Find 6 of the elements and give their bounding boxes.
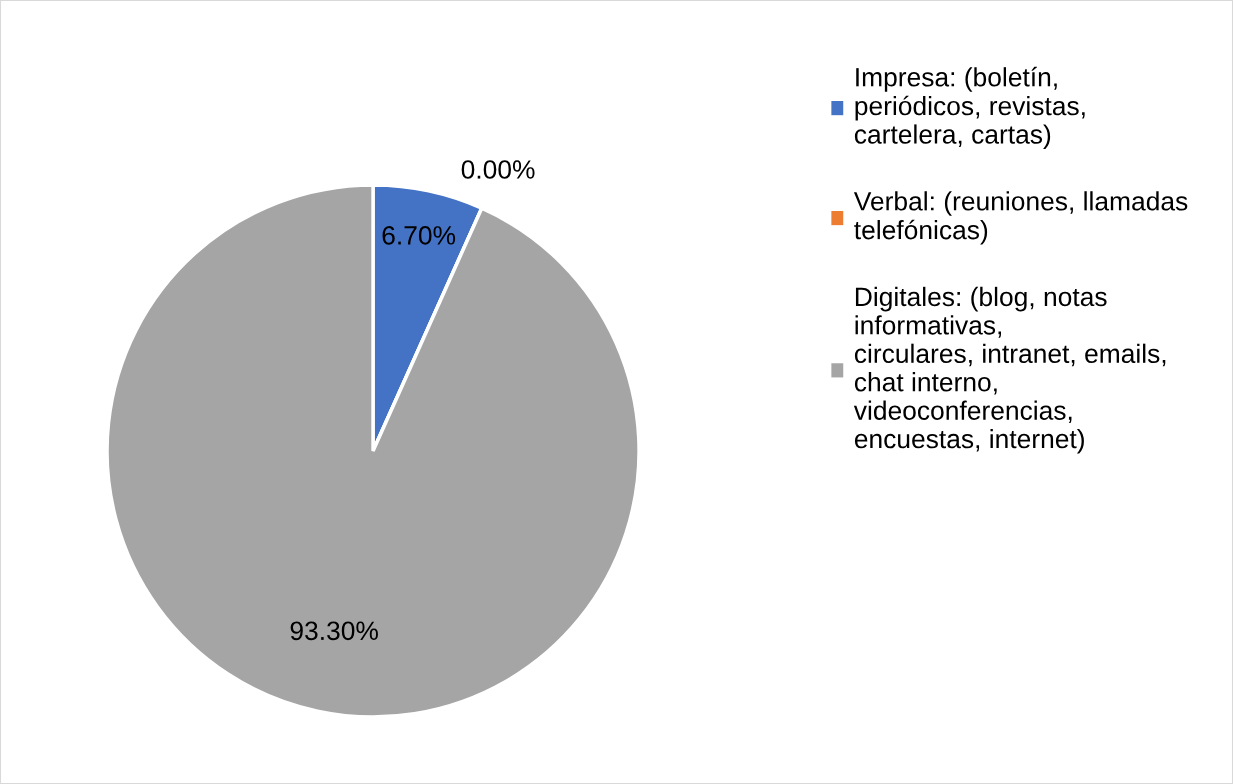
legend-label: Verbal: (reuniones, llamadas telefónicas) bbox=[853, 191, 1188, 245]
legend-label: Digitales: (blog, notas informativas, circulares, intranet, emails, chat interno, videoconferencias, encuestas, internet) bbox=[853, 286, 1166, 454]
data-label: 6.70% bbox=[382, 226, 456, 245]
text: 0.00% bbox=[461, 160, 535, 179]
data-label: 93.30% bbox=[290, 621, 378, 641]
legend-label: Impresa: (boletín, periódicos, revistas, cartelera, cartas) bbox=[854, 66, 1085, 149]
